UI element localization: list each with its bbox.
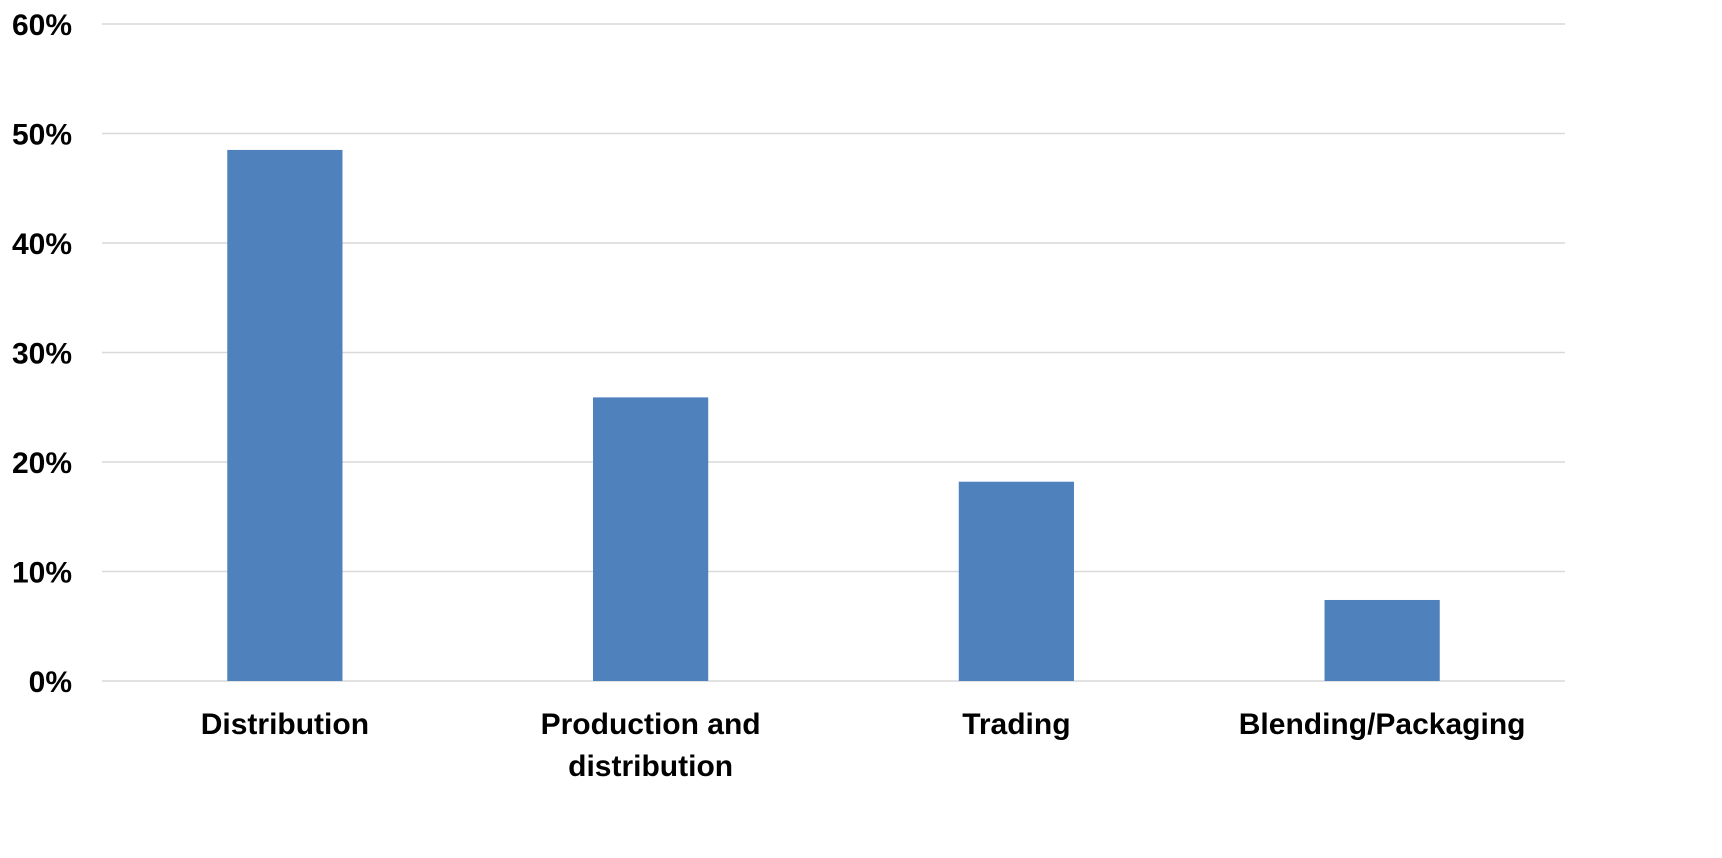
bars (227, 149, 1440, 682)
bar (227, 149, 343, 682)
x-axis-category-labels: Distribution Production and distribution Tr… (201, 708, 1526, 783)
x-category-label: Blending/Packaging (1239, 708, 1526, 741)
bar (1324, 599, 1440, 681)
y-tick-label: 30% (12, 338, 72, 371)
y-tick-label: 0% (29, 666, 72, 699)
x-category-label: Trading (962, 708, 1070, 741)
bar (958, 481, 1074, 681)
gridlines (102, 23, 1565, 682)
y-tick-label: 20% (12, 447, 72, 480)
y-tick-label: 60% (12, 9, 72, 42)
y-tick-label: 40% (12, 228, 72, 261)
x-category-label: Distribution (201, 708, 369, 741)
y-tick-label: 10% (12, 557, 72, 590)
y-tick-label: 50% (12, 119, 72, 152)
x-category-label: Production and distribution (541, 708, 761, 783)
bar (593, 397, 709, 681)
y-axis-tick-labels: 0% 10% 20% 30% 40% 50% 60% (12, 9, 72, 699)
